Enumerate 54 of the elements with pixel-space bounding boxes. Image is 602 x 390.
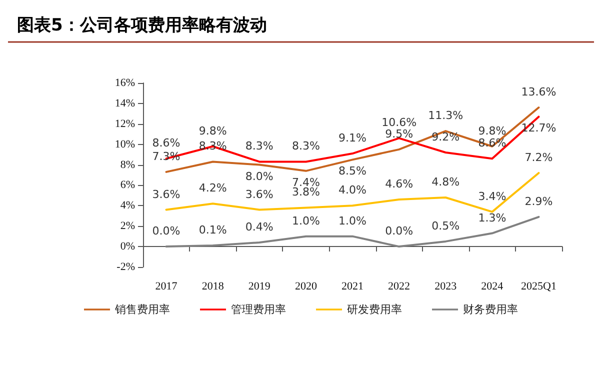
y-tick-label: 14% [114,97,135,110]
data-label: 13.6% [521,86,556,99]
data-label: 2.9% [524,194,553,208]
data-label: 9.5% [385,127,414,140]
y-tick-label: 6% [120,179,135,192]
data-label: 9.1% [338,132,366,145]
data-label: 8.0% [245,170,274,183]
data-label: 9.8% [198,124,227,138]
data-label: 10.6% [382,116,417,130]
x-tick-label: 2023 [434,280,458,292]
data-label: 9.8% [478,124,506,138]
x-tick-label: 2021 [342,280,364,292]
x-tick-label: 2022 [388,280,410,292]
data-label: 8.6% [152,136,180,150]
x-tick-label: 2020 [294,280,318,292]
data-label: 8.3% [292,140,320,153]
data-label: 4.0% [338,184,366,197]
y-tick-label: 10% [114,138,135,150]
x-tick-label: 2024 [481,280,504,292]
y-tick-label: 4% [120,200,135,212]
data-label: 3.6% [245,188,274,201]
legend-label: 管理费用率 [231,303,286,316]
data-label: 8.5% [338,164,366,178]
data-label: 4.2% [198,182,227,195]
data-label: 7.2% [524,150,553,164]
data-label: 9.2% [432,130,460,144]
chart-title: 图表5：公司各项费用率略有波动 [17,16,267,36]
data-label: 3.4% [478,190,506,203]
data-label: 0.5% [432,219,460,232]
y-tick-label: 0% [120,240,135,253]
data-label: 11.3% [428,109,464,122]
legend-label: 财务费用率 [463,303,518,316]
data-label: 1.3% [478,211,506,224]
data-label: 3.6% [152,188,180,201]
data-label: 8.3% [245,140,274,153]
data-label: 0.4% [245,220,274,234]
y-tick-label: -2% [116,261,135,273]
y-tick-label: 2% [120,220,135,232]
y-tick-label: 16% [114,77,135,89]
y-tick-label: 12% [114,118,135,130]
data-label: 1.0% [292,214,320,228]
data-label: 0.0% [385,224,414,238]
y-tick-label: 8% [120,158,135,171]
legend-label: 销售费用率 [114,303,170,316]
data-label: 0.1% [198,224,227,237]
data-label: 1.0% [338,214,366,228]
data-label: 0.0% [152,224,180,238]
data-label: 4.8% [432,175,460,188]
x-tick-label: 2018 [202,280,224,292]
x-tick-label: 2019 [248,280,271,292]
legend-label: 研发费用率 [347,303,402,316]
x-tick-label: 2025Q1 [520,280,556,292]
x-tick-label: 2017 [155,280,178,292]
data-label: 4.6% [385,178,414,191]
